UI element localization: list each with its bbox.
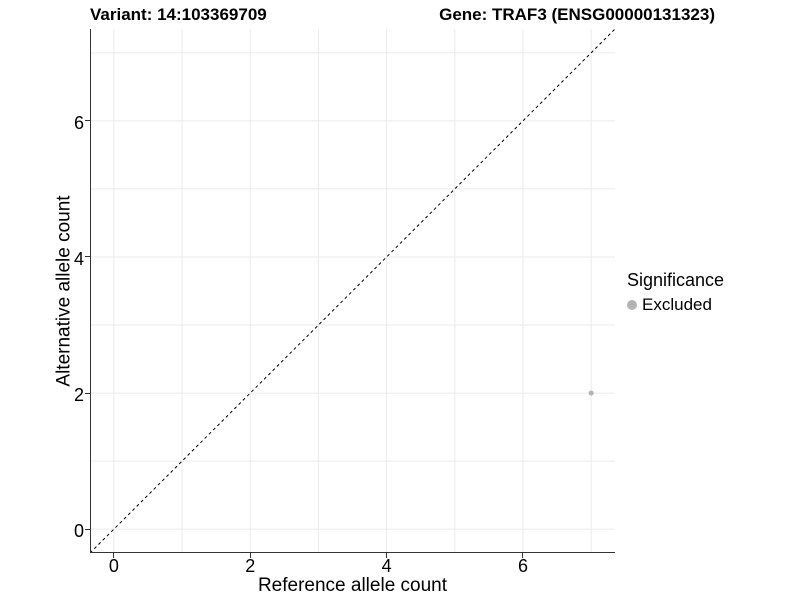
legend-item-excluded: Excluded xyxy=(627,295,724,315)
legend-title: Significance xyxy=(627,270,725,290)
plot-panel xyxy=(90,29,615,553)
plot-title-row: Variant: 14:103369709 Gene: TRAF3 (ENSG0… xyxy=(90,5,715,25)
y-tick-label: 6 xyxy=(73,112,84,133)
y-tick-label: 2 xyxy=(73,385,84,406)
y-tick-label: 0 xyxy=(73,521,84,542)
x-tick-label: 4 xyxy=(381,556,392,576)
legend-item-label: Excluded xyxy=(642,294,712,314)
identity-line xyxy=(90,29,615,553)
title-gene: Gene: TRAF3 (ENSG00000131323) xyxy=(439,5,715,24)
legend-dot-icon xyxy=(627,299,637,310)
y-axis-title: Alternative allele count xyxy=(53,195,75,387)
plot-area xyxy=(90,29,615,553)
x-tick-mark xyxy=(113,553,115,558)
x-tick-mark xyxy=(249,553,251,558)
x-tick-mark xyxy=(386,553,388,558)
x-tick-label: 6 xyxy=(517,556,528,576)
x-tick-mark xyxy=(522,553,524,558)
x-axis-title: Reference allele count xyxy=(257,575,448,596)
data-point xyxy=(588,390,594,396)
title-variant: Variant: 14:103369709 xyxy=(90,5,267,24)
legend: Significance Excluded xyxy=(627,270,724,315)
x-tick-label: 2 xyxy=(245,556,256,576)
x-tick-label: 0 xyxy=(108,556,119,576)
